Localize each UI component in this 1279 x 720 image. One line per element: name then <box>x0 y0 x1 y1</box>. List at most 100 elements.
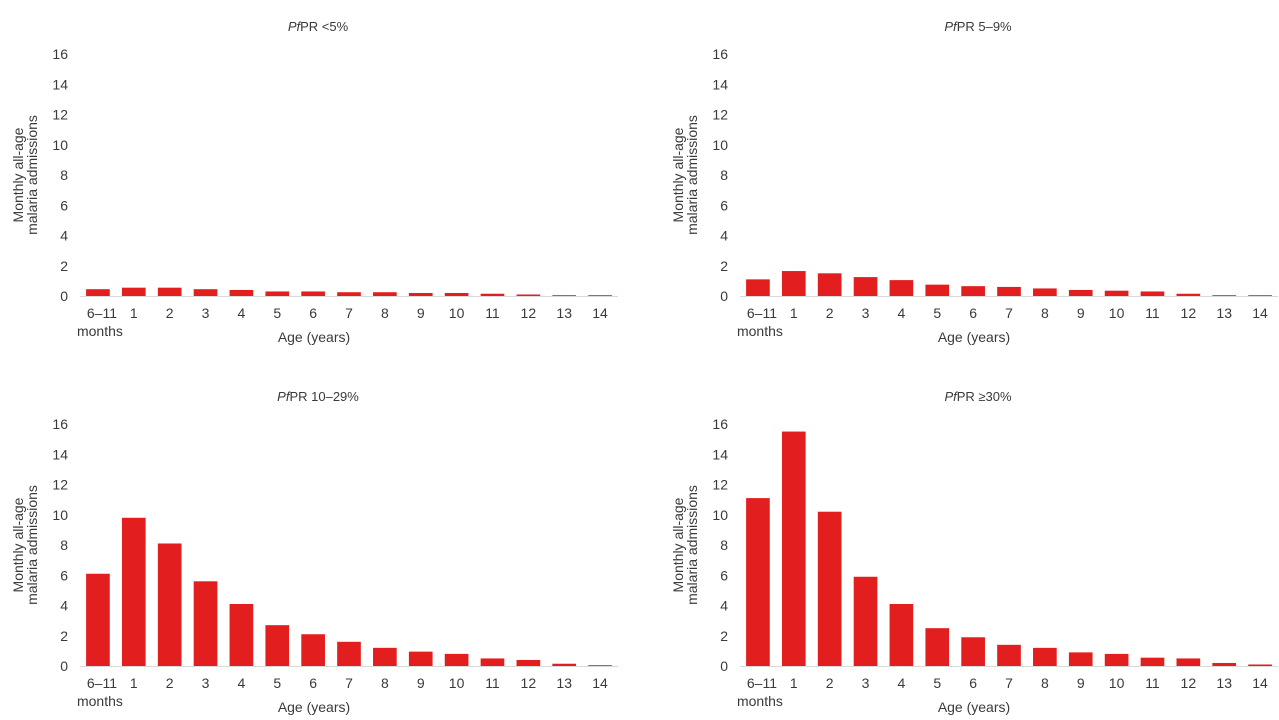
x-axis-label: Age (years) <box>938 699 1010 715</box>
bar <box>1104 653 1129 666</box>
bar <box>480 658 505 666</box>
x-tick-label: 10 <box>449 675 465 691</box>
chart-title: PfPR <5% <box>288 19 349 34</box>
y-tick-label: 16 <box>52 46 68 62</box>
y-axis-label: Monthly all-agemalaria admissions <box>670 115 700 235</box>
bar <box>265 291 290 296</box>
x-tick-label-line2: months <box>77 323 123 339</box>
x-tick-label: 12 <box>521 675 537 691</box>
chart-title-italic: Pf <box>944 389 958 404</box>
bar <box>889 603 914 666</box>
bar <box>588 295 612 296</box>
y-tick-label: 16 <box>712 46 728 62</box>
x-tick-label: 9 <box>417 675 425 691</box>
bar <box>157 543 182 666</box>
bar <box>781 431 806 666</box>
x-tick-label: 11 <box>485 305 500 321</box>
y-tick-label: 4 <box>60 228 68 244</box>
y-tick-label: 16 <box>712 416 728 432</box>
y-axis-label-line: Monthly all-age <box>10 127 26 222</box>
bar <box>337 641 361 666</box>
bar <box>444 653 469 666</box>
bar <box>1212 662 1237 666</box>
bar <box>444 292 469 296</box>
bar <box>408 651 433 666</box>
chart-panel-pfpr-5-9: PfPR 5–9% 0 2 4 6 8 10 12 14 16 Monthly all-agemal… <box>660 0 1279 350</box>
bar <box>997 286 1021 296</box>
x-tick-label: 9 <box>1077 305 1085 321</box>
x-tick-label: 4 <box>898 305 906 321</box>
bar <box>373 647 397 666</box>
x-tick-label: 1 <box>130 675 138 691</box>
y-axis-label-line: Monthly all-age <box>10 497 26 592</box>
bar <box>408 292 433 296</box>
bar <box>746 279 770 296</box>
bar <box>1248 295 1272 296</box>
x-tick-label: 9 <box>417 305 425 321</box>
y-tick-label: 8 <box>720 167 728 183</box>
bar <box>925 284 950 296</box>
x-tick-label: 10 <box>1109 675 1125 691</box>
y-tick-label: 10 <box>712 507 728 523</box>
y-tick-label: 8 <box>720 537 728 553</box>
chart-panel-pfpr-30-plus: PfPR ≥30% 0 2 4 6 8 10 12 14 16 Monthly all-agemal… <box>660 370 1279 720</box>
x-tick-label: 11 <box>1145 675 1160 691</box>
bar <box>1140 291 1165 296</box>
y-axis-label-line: malaria admissions <box>684 115 700 235</box>
y-axis-label-line: malaria admissions <box>24 115 40 235</box>
x-tick-label: 14 <box>1252 675 1268 691</box>
x-tick-label: 13 <box>556 305 572 321</box>
chart-title-rest: PR 5–9% <box>957 19 1012 34</box>
y-tick-label: 14 <box>712 446 728 462</box>
x-tick-label: 2 <box>826 305 834 321</box>
x-tick-label: 12 <box>1181 305 1197 321</box>
y-tick-label: 4 <box>60 598 68 614</box>
y-tick-label: 6 <box>60 197 68 213</box>
bar <box>1140 657 1165 666</box>
x-tick-label: 10 <box>449 305 465 321</box>
bar <box>157 287 182 296</box>
x-tick-label: 8 <box>1041 675 1049 691</box>
y-tick-label: 0 <box>720 288 728 304</box>
bar <box>889 280 914 296</box>
bar <box>817 273 842 296</box>
x-tick-label: 6 <box>969 305 977 321</box>
x-tick-label: 6 <box>309 305 317 321</box>
x-tick-label: 7 <box>1005 675 1013 691</box>
y-axis-label-line: malaria admissions <box>24 485 40 605</box>
y-axis-label-line: Monthly all-age <box>670 497 686 592</box>
x-tick-label: 6–11 <box>747 675 777 691</box>
bar <box>1176 293 1201 296</box>
bar <box>961 286 985 296</box>
y-tick-label: 2 <box>60 628 68 644</box>
bar <box>853 576 878 666</box>
bar <box>552 295 577 296</box>
y-tick-label: 0 <box>720 658 728 674</box>
bar <box>588 665 612 666</box>
x-tick-label: 8 <box>381 305 389 321</box>
x-tick-label: 12 <box>521 305 537 321</box>
bar <box>781 271 806 296</box>
chart-title-italic: Pf <box>277 389 291 404</box>
y-axis-label: Monthly all-agemalaria admissions <box>10 485 40 605</box>
x-tick-label: 5 <box>933 305 941 321</box>
x-tick-label: 1 <box>790 675 798 691</box>
x-tick-label: 2 <box>166 675 174 691</box>
x-tick-label: 6 <box>309 675 317 691</box>
y-tick-label: 8 <box>60 167 68 183</box>
x-tick-label-line2: months <box>737 323 783 339</box>
chart-title: PfPR 5–9% <box>944 19 1012 34</box>
y-tick-label: 16 <box>52 416 68 432</box>
y-tick-label: 4 <box>720 598 728 614</box>
x-tick-label: 5 <box>933 675 941 691</box>
chart-title-italic: Pf <box>288 19 302 34</box>
y-tick-label: 12 <box>712 107 728 123</box>
bar <box>853 277 878 296</box>
chart-panel-pfpr-10-29: PfPR 10–29% 0 2 4 6 8 10 12 14 16 Monthly all-agem… <box>0 370 619 720</box>
bar <box>961 637 985 666</box>
x-tick-label: 11 <box>1145 305 1160 321</box>
x-tick-label: 7 <box>345 675 353 691</box>
y-tick-label: 12 <box>52 477 68 493</box>
y-tick-label: 14 <box>52 76 68 92</box>
